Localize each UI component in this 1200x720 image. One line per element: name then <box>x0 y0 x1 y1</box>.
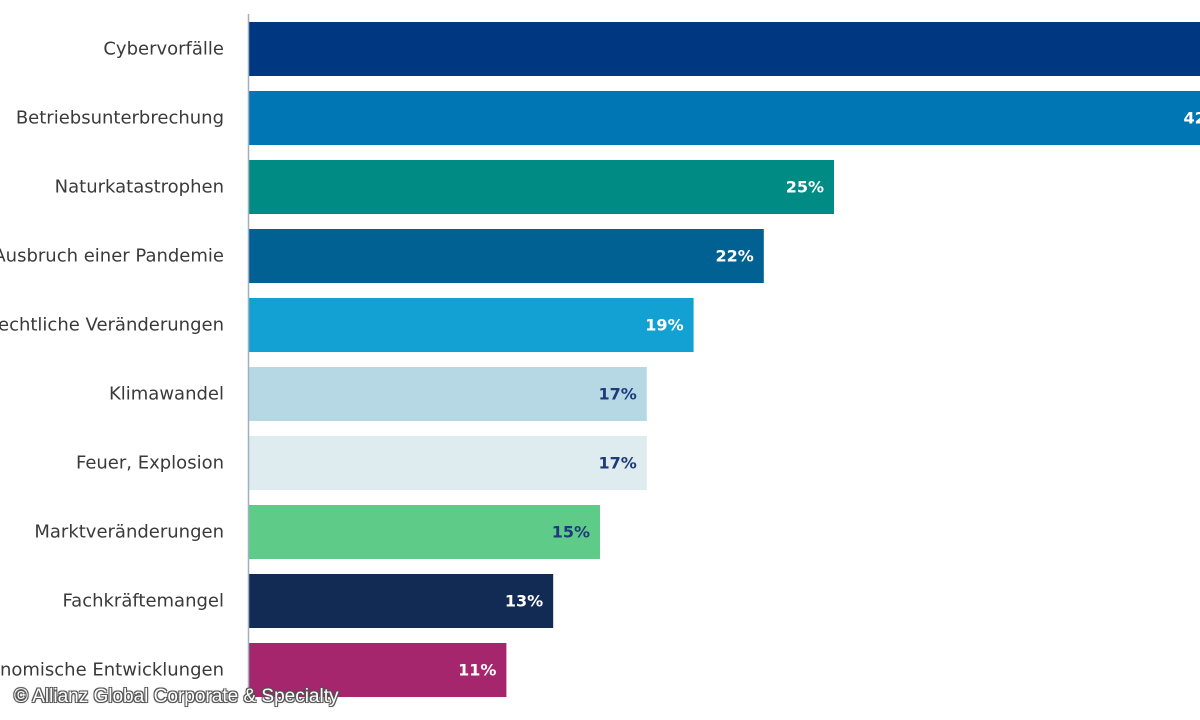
bar-6 <box>249 367 647 421</box>
category-label-9: Fachkräftemangel <box>62 591 224 612</box>
value-label-4: 22% <box>716 247 754 266</box>
bar-2 <box>249 91 1200 145</box>
bar-9 <box>249 574 554 628</box>
value-labels-group: 42% 25% 22% 19% 17% 17% 15% 13% 11% <box>458 109 1200 680</box>
bar-4 <box>249 229 764 283</box>
category-label-3: Naturkatastrophen <box>55 177 224 198</box>
value-label-7: 17% <box>599 454 637 473</box>
value-label-6: 17% <box>599 385 637 404</box>
category-label-4: Ausbruch einer Pandemie <box>0 246 224 267</box>
value-label-10: 11% <box>458 661 496 680</box>
category-label-10: Makroökonomische Entwicklungen <box>0 660 224 681</box>
bar-8 <box>249 505 600 559</box>
value-label-5: 19% <box>645 316 683 335</box>
category-label-8: Marktveränderungen <box>34 522 224 543</box>
bar-1 <box>249 22 1200 76</box>
copyright-credit: © Allianz Global Corporate & Specialty <box>14 686 339 707</box>
bar-5 <box>249 298 694 352</box>
category-label-2: Betriebsunterbrechung <box>16 108 224 129</box>
category-label-6: Klimawandel <box>109 384 224 405</box>
value-label-2: 42% <box>1184 109 1200 128</box>
bar-10 <box>249 643 507 697</box>
bar-7 <box>249 436 647 490</box>
bars-group <box>249 22 1200 697</box>
category-labels-group: Cybervorfälle Betriebsunterbrechung Naturk… <box>0 39 224 681</box>
category-label-7: Feuer, Explosion <box>76 453 224 474</box>
bar-3 <box>249 160 834 214</box>
category-label-1: Cybervorfälle <box>103 39 224 60</box>
value-label-8: 15% <box>552 523 590 542</box>
category-label-5: Rechtliche Veränderungen <box>0 315 224 336</box>
value-label-9: 13% <box>505 592 543 611</box>
value-label-3: 25% <box>786 178 824 197</box>
